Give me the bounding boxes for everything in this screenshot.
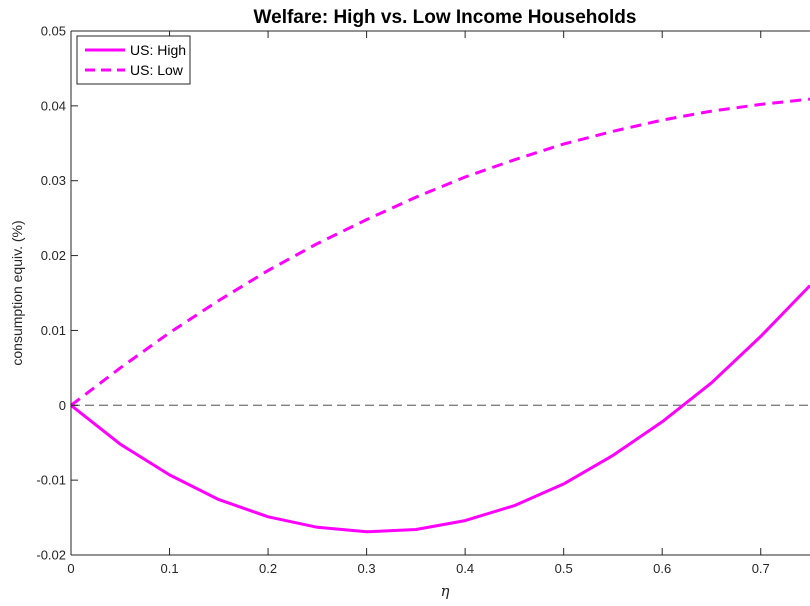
x-tick-label: 0: [67, 561, 74, 576]
axes: 0 0.1 0.2 0.3 0.4 0.5 0.6 0.7 -0.02 -0.01 0 0.01 0.0…: [36, 24, 810, 576]
x-tick-label: 0.5: [555, 561, 573, 576]
y-tick-label: -0.02: [36, 548, 66, 563]
legend-box: [76, 35, 191, 85]
plot-area: [70, 97, 810, 534]
y-tick-label: 0.03: [41, 173, 66, 188]
x-tick-label: 0.3: [358, 561, 376, 576]
series-line-us-low: [70, 97, 810, 407]
y-tick-label: -0.01: [36, 473, 66, 488]
legend-entry-label: US: High: [130, 42, 186, 58]
y-tick-label: 0: [59, 398, 66, 413]
x-tick-label: 0.2: [259, 561, 277, 576]
x-tick-label: 0.4: [456, 561, 474, 576]
chart-title: Welfare: High vs. Low Income Households: [254, 7, 637, 28]
y-axis-label: consumption equiv. (%): [9, 220, 25, 365]
x-axis-label: η: [441, 582, 450, 600]
x-tick-label: 0.6: [653, 561, 671, 576]
y-tick-label: 0.02: [41, 248, 66, 263]
y-tick-label: 0.05: [41, 24, 66, 39]
series-line-us-high: [70, 284, 810, 534]
legend-entry-label: US: Low: [130, 62, 184, 78]
legend: US: High US: Low: [76, 35, 191, 85]
x-tick-label: 0.7: [752, 561, 770, 576]
y-tick-label: 0.04: [41, 98, 66, 113]
x-tick-label: 0.1: [160, 561, 178, 576]
y-tick-label: 0.01: [41, 323, 66, 338]
